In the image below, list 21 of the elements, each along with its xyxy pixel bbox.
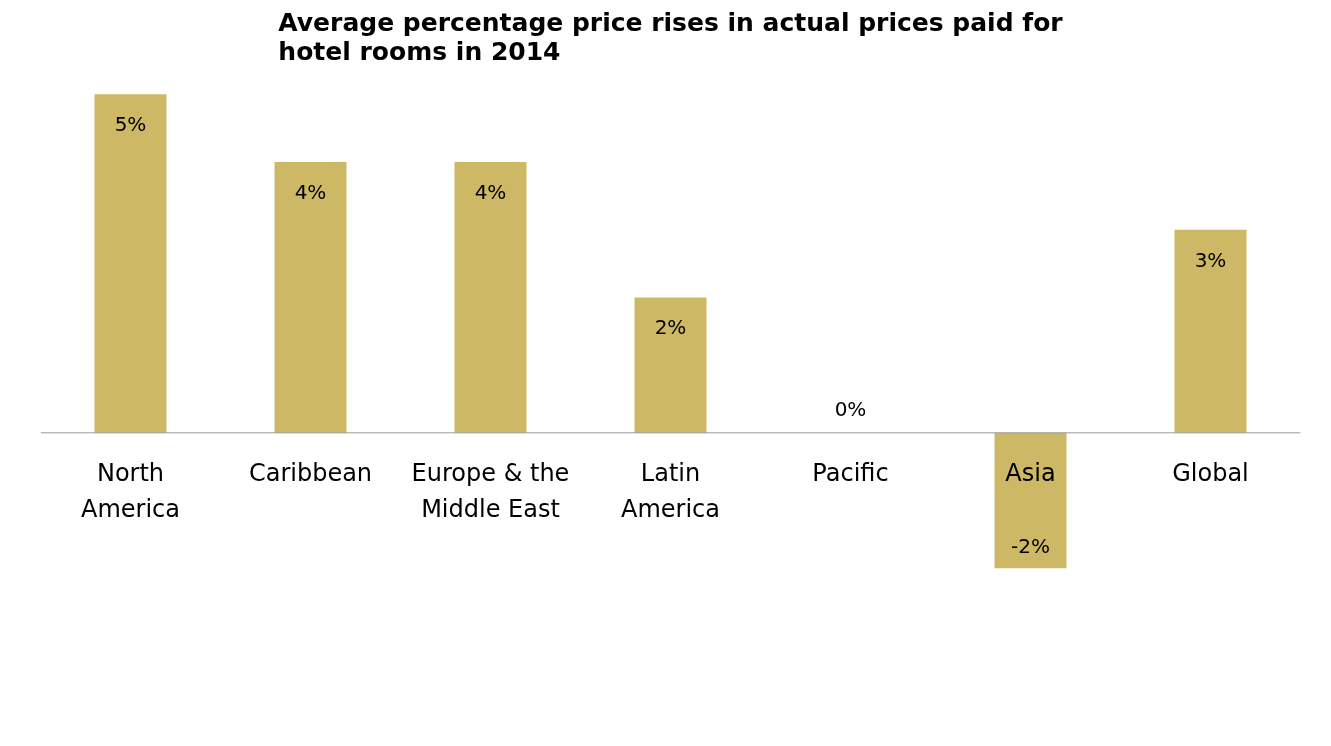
x-tick-label: Global [1172, 458, 1249, 487]
data-label: 4% [294, 179, 327, 204]
bar [634, 297, 707, 433]
data-label: -2% [1011, 534, 1050, 559]
bar [94, 94, 167, 433]
x-tick-label: Pacific [812, 458, 889, 487]
data-label: 3% [1194, 247, 1227, 272]
data-label: 4% [474, 179, 507, 204]
x-tick-label: Europe & the Middle East [411, 458, 570, 524]
x-tick-label: Caribbean [248, 458, 373, 487]
bar [1174, 229, 1247, 433]
x-tick-label: Latin America [621, 458, 720, 524]
x-tick-label: Asia [1005, 458, 1056, 487]
data-label: 2% [654, 315, 687, 340]
data-label: 0% [834, 396, 867, 421]
bar [274, 161, 347, 433]
bar [454, 161, 527, 433]
data-label: 5% [114, 112, 147, 137]
chart-title: Average percentage price rises in actual prices paid for hotel rooms in 2014 [278, 7, 1064, 66]
bar [994, 432, 1067, 569]
x-tick-label: North America [81, 458, 180, 524]
